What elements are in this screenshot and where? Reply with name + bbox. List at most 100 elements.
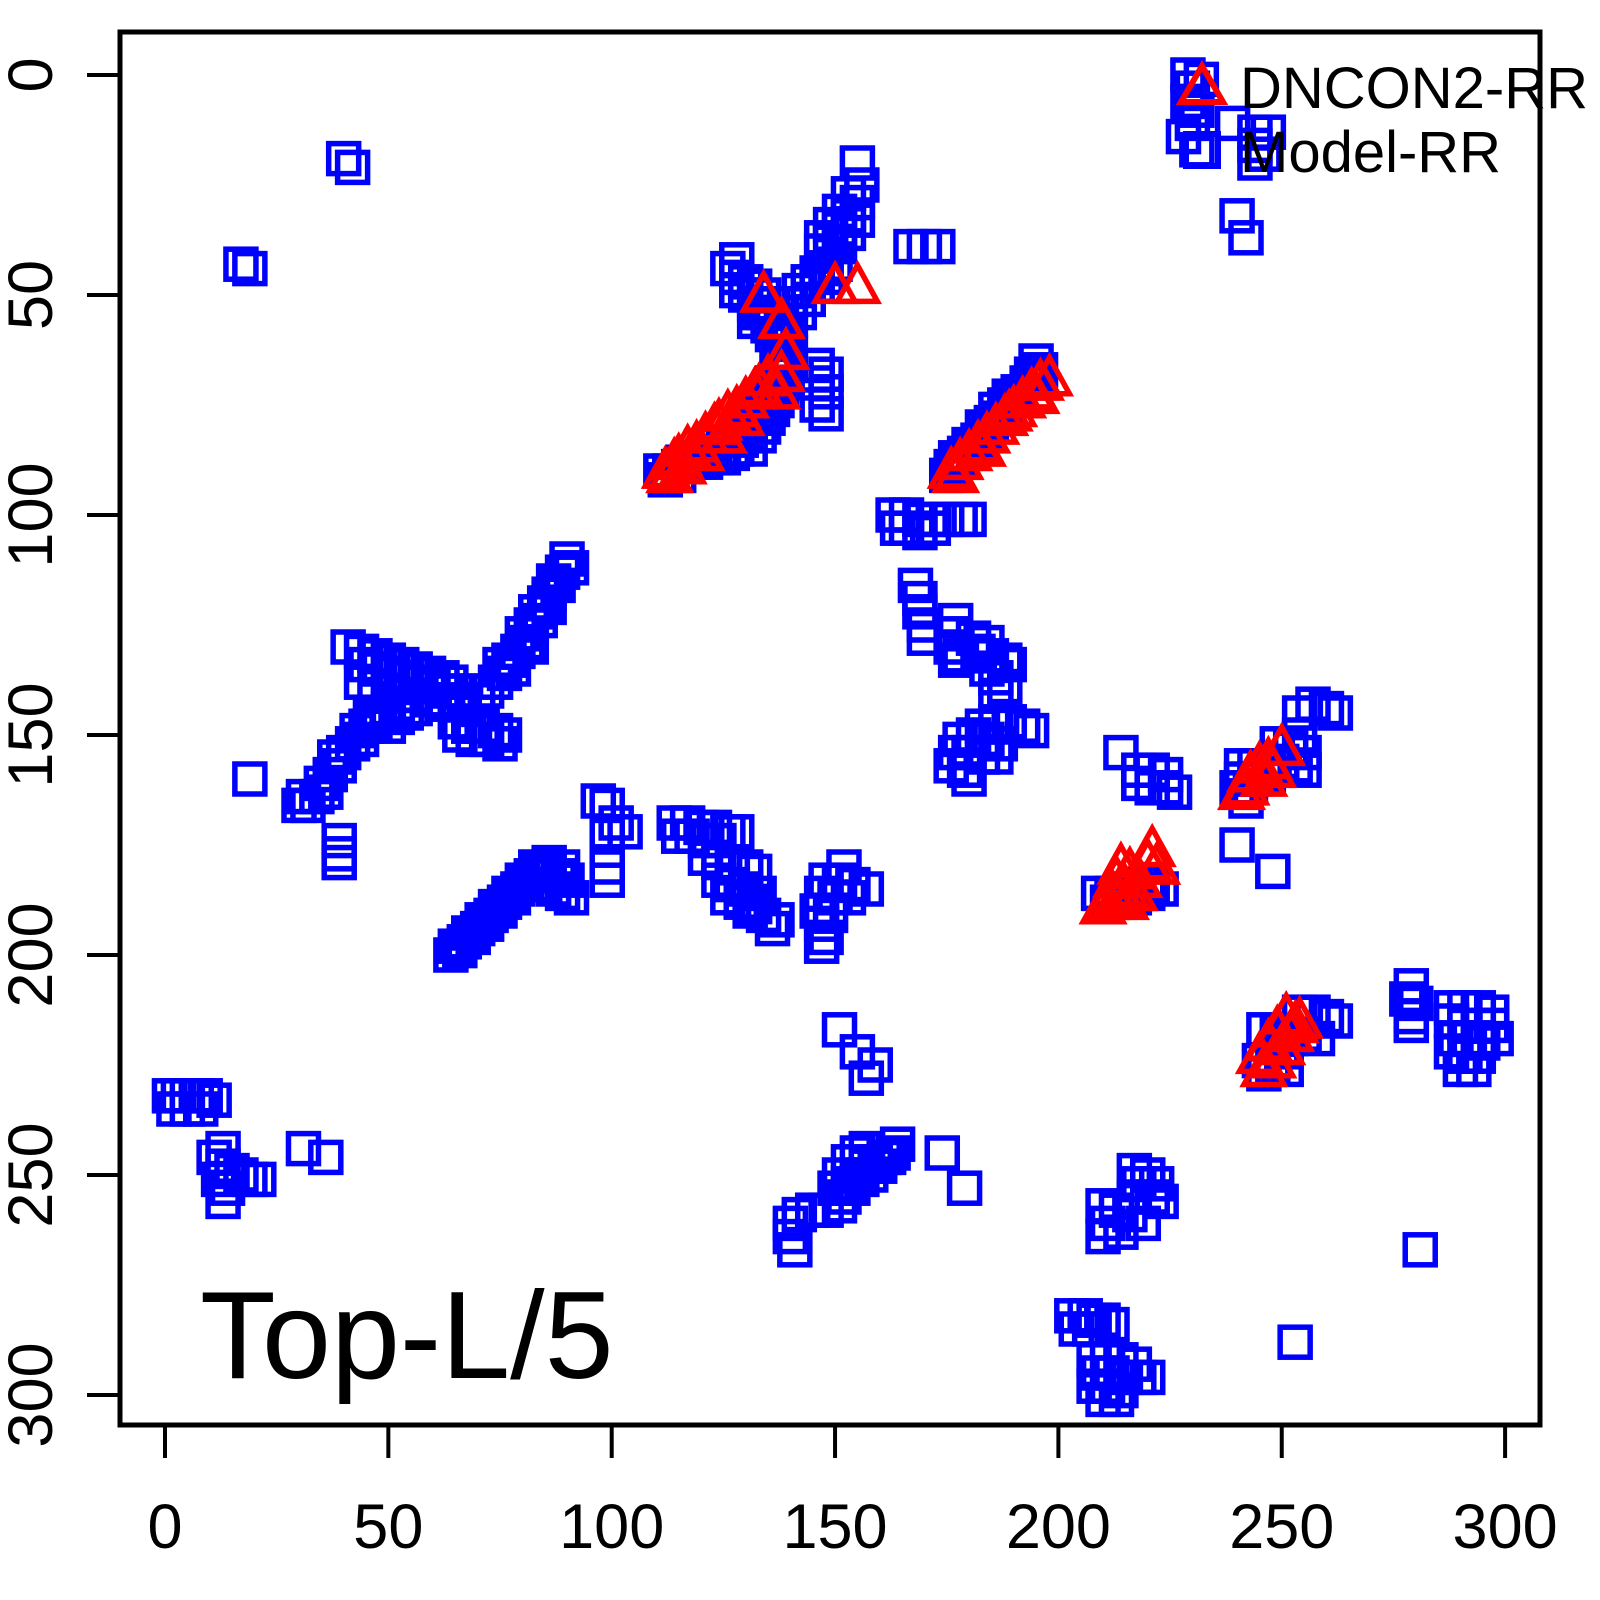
dncon2-rr-point (645, 448, 695, 494)
model-rr-point (1098, 1381, 1135, 1418)
model-rr-point (946, 1170, 983, 1206)
model-rr-point (1246, 136, 1282, 172)
model-rr-point (553, 550, 590, 586)
model-rr-point (607, 814, 643, 850)
model-rr-point (1219, 827, 1255, 863)
model-rr-point (495, 651, 532, 687)
dncon2-rr-point (1011, 369, 1061, 415)
model-rr-point (1147, 770, 1184, 806)
model-rr-point (808, 919, 844, 956)
model-rr-point (281, 787, 317, 824)
dncon2-rr-point (761, 325, 811, 371)
dncon2-rr-point (756, 347, 807, 393)
model-rr-point (821, 1012, 858, 1048)
model-rr-point (951, 761, 987, 797)
model-rr-point (379, 699, 416, 736)
x-tick-label: 100 (559, 1492, 664, 1562)
x-tick-label: 0 (147, 1492, 182, 1562)
model-rr-point (334, 149, 371, 186)
dncon2-rr-point (663, 422, 713, 467)
model-rr-point (1094, 1306, 1130, 1343)
model-rr-point (1156, 774, 1193, 810)
model-rr-point (799, 387, 835, 423)
model-rr-point (1393, 1007, 1430, 1044)
dncon2-rr-point (716, 391, 766, 437)
model-rr-point (598, 805, 634, 841)
model-rr-point (848, 1130, 885, 1167)
model-rr-point (1103, 1372, 1139, 1409)
model-rr-point (987, 668, 1023, 705)
model-rr-point (321, 844, 357, 881)
x-axis: 0 50 100 150 200 250 300 (147, 1425, 1558, 1562)
model-rr-point (924, 1135, 961, 1171)
legend-square-marker (1183, 131, 1221, 169)
model-rr-point (920, 228, 956, 265)
dncon2-rr-point (1270, 998, 1320, 1044)
model-rr-point (1277, 1324, 1313, 1360)
model-rr-point (1308, 690, 1345, 727)
model-rr-point (343, 664, 380, 700)
y-tick-label: 0 (0, 57, 66, 92)
dncon2-rr-point (931, 448, 981, 494)
model-rr-point (232, 761, 268, 797)
model-rr-point (759, 902, 795, 938)
plot-annotation: Top-L/5 (200, 1267, 614, 1405)
model-rr-point (1237, 145, 1273, 181)
dncon2-rr-point (1100, 875, 1151, 921)
dncon2-rr-point (957, 422, 1008, 467)
model-rr-point (531, 589, 567, 626)
model-rr-point (1456, 1051, 1492, 1088)
model-rr-point (232, 250, 268, 287)
model-rr-point (1286, 752, 1322, 788)
model-rr-point (200, 1161, 237, 1198)
model-rr-point (535, 871, 572, 907)
model-rr-point (182, 1091, 219, 1127)
model-rr-point (397, 690, 433, 727)
dncon2-rr-point (1248, 743, 1298, 789)
model-rr-point (549, 541, 585, 577)
dncon2-rr-point (738, 268, 789, 313)
y-tick-label: 300 (0, 1342, 66, 1447)
model-rr-point (1214, 105, 1251, 142)
model-rr-point (951, 501, 987, 538)
y-axis: 0 50 100 150 200 250 300 (0, 57, 120, 1448)
model-rr-point (308, 1139, 344, 1176)
dncon2-rr-point (743, 351, 793, 397)
dncon2-rr-point (734, 360, 784, 406)
dncon2-rr-point (703, 387, 753, 432)
model-rr-point (325, 140, 362, 177)
model-rr-point (1317, 695, 1354, 731)
model-rr-point (1125, 1205, 1162, 1242)
y-tick-label: 200 (0, 902, 66, 1007)
dncon2-rr-point (1132, 840, 1182, 885)
dncon2-rr-point (832, 259, 882, 305)
model-rr-point (482, 726, 518, 762)
series-model-rr (151, 57, 1514, 1418)
y-tick-label: 50 (0, 260, 66, 330)
model-rr-point (848, 1060, 885, 1096)
model-rr-point (839, 1135, 876, 1171)
model-rr-point (1228, 220, 1264, 256)
dncon2-rr-point (1216, 765, 1267, 811)
legend-label-model: Model-RR (1240, 120, 1501, 185)
model-rr-point (205, 1183, 241, 1220)
model-rr-point (1255, 853, 1291, 890)
legend-triangle-marker (1175, 60, 1229, 105)
x-tick-label: 50 (353, 1492, 423, 1562)
model-rr-point (808, 396, 844, 432)
model-rr-point (803, 928, 840, 964)
model-rr-point (777, 1232, 813, 1268)
dncon2-rr-point (1100, 862, 1151, 907)
y-tick-label: 150 (0, 682, 66, 787)
model-rr-point (915, 510, 952, 546)
model-rr-point (513, 629, 550, 665)
plot-border (117, 29, 1543, 1428)
model-rr-point (754, 910, 791, 947)
dncon2-rr-point (1239, 1042, 1289, 1088)
y-tick-label: 100 (0, 462, 66, 567)
dncon2-rr-point (658, 439, 708, 485)
dncon2-rr-point (1087, 866, 1137, 912)
dncon2-rr-point (1239, 752, 1289, 797)
